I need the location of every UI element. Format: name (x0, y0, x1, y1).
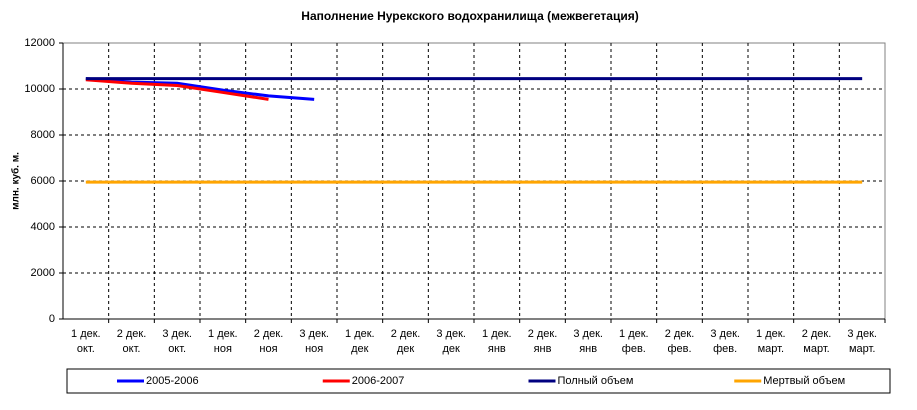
x-tick-label-line: 2 дек. (528, 328, 558, 340)
y-tick-label: 4000 (31, 221, 55, 233)
x-tick-label-line: март. (758, 343, 784, 355)
chart-title: Наполнение Нурекского водохранилища (меж… (301, 9, 638, 23)
x-tick-label-line: 1 дек. (71, 328, 101, 340)
x-tick-label: 3 дек. окт. (162, 328, 192, 355)
x-tick-label-line: 1 дек. (482, 328, 512, 340)
x-tick-label-line: фев. (667, 343, 691, 355)
x-tick-label: 1 дек. окт. (71, 328, 101, 355)
x-tick-label-line: 3 дек. (573, 328, 603, 340)
x-tick-label: 3 дек. март. (847, 328, 877, 355)
x-tick-label-line: 3 дек. (162, 328, 192, 340)
x-tick-label-line: 2 дек. (117, 328, 147, 340)
x-tick-label-line: 2 дек. (391, 328, 421, 340)
x-tick-label-line: окт. (77, 343, 95, 355)
x-tick-label: 3 дек. янв (573, 328, 603, 355)
y-axis-label: млн. куб. м. (10, 152, 22, 210)
x-tick-label: 2 дек. март. (802, 328, 832, 355)
x-tick-label-line: янв (579, 343, 597, 355)
x-tick-label-line: дек (397, 343, 415, 355)
x-tick-label-line: фев. (622, 343, 646, 355)
x-tick-label-line: 1 дек. (345, 328, 375, 340)
x-tick-label-line: 3 дек. (436, 328, 466, 340)
x-tick-label: 2 дек. янв (528, 328, 558, 355)
x-tick-label: 1 дек. янв (482, 328, 512, 355)
x-tick-label-line: 2 дек. (802, 328, 832, 340)
x-tick-label: 1 дек. март. (756, 328, 786, 355)
x-tick-label-line: ноя (214, 343, 232, 355)
x-tick-label-line: 1 дек. (756, 328, 786, 340)
x-tick-label: 1 дек. фев. (619, 328, 649, 355)
x-tick-label-line: март. (849, 343, 875, 355)
x-tick-label-line: 3 дек. (710, 328, 740, 340)
x-tick-label-line: дек (442, 343, 460, 355)
x-tick-label: 3 дек. дек (436, 328, 466, 355)
y-tick-label: 10000 (24, 83, 55, 95)
x-tick-label-line: 2 дек. (665, 328, 695, 340)
y-tick-label: 12000 (24, 37, 55, 49)
x-tick-label-line: 1 дек. (208, 328, 238, 340)
x-tick-label: 1 дек. дек (345, 328, 375, 355)
legend-label: Полный объем (558, 375, 634, 387)
x-tick-label-line: янв (534, 343, 552, 355)
x-tick-label-line: окт. (123, 343, 141, 355)
legend-label: 2006-2007 (352, 375, 405, 387)
y-tick-label: 2000 (31, 267, 55, 279)
x-tick-label-line: 2 дек. (254, 328, 284, 340)
x-tick-label-line: фев. (713, 343, 737, 355)
x-tick-label: 2 дек. окт. (117, 328, 147, 355)
x-tick-label-line: 1 дек. (619, 328, 649, 340)
y-tick-label: 6000 (31, 175, 55, 187)
x-tick-label: 2 дек. ноя (254, 328, 284, 355)
x-tick-label: 3 дек. ноя (299, 328, 329, 355)
x-tick-label-line: 3 дек. (847, 328, 877, 340)
x-tick-label-line: 3 дек. (299, 328, 329, 340)
x-tick-label-line: ноя (305, 343, 323, 355)
x-tick-label-line: март. (803, 343, 829, 355)
x-tick-label-line: дек (351, 343, 369, 355)
legend-label: 2005-2006 (146, 375, 199, 387)
y-tick-label: 0 (49, 313, 55, 325)
x-tick-label: 1 дек. ноя (208, 328, 238, 355)
legend-label: Мертвый объем (763, 375, 845, 387)
x-tick-label: 2 дек. фев. (665, 328, 695, 355)
x-tick-label-line: ноя (259, 343, 277, 355)
x-tick-label-line: янв (488, 343, 506, 355)
series-line (85, 78, 269, 101)
x-tick-label: 2 дек. дек (391, 328, 421, 355)
x-tick-label-line: окт. (168, 343, 186, 355)
x-tick-label: 3 дек. фев. (710, 328, 740, 355)
y-tick-label: 8000 (31, 129, 55, 141)
